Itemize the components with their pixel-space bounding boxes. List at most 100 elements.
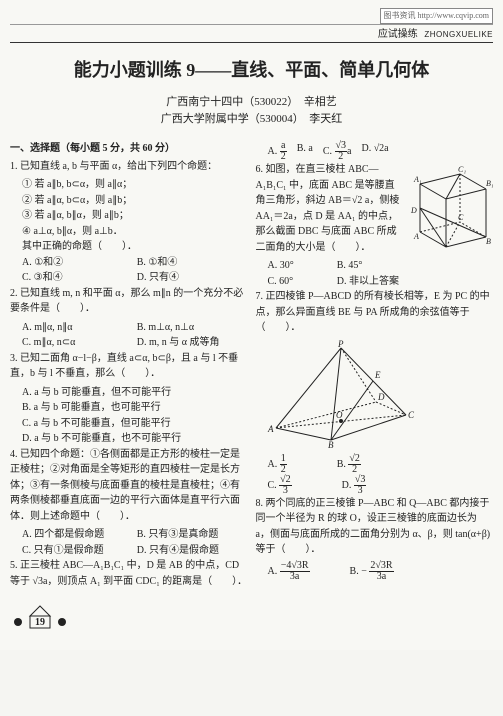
opt-label: D. xyxy=(342,479,354,490)
q7-opt-a: A. 12 xyxy=(268,454,287,475)
svg-text:A₁: A₁ xyxy=(413,175,422,184)
frac-d: 3 xyxy=(279,486,292,496)
opt-label: C. xyxy=(268,479,280,490)
q4-opt-b: B. 只有③是真命题 xyxy=(137,527,248,543)
svg-text:A: A xyxy=(267,424,274,434)
q2-opt-c: C. m∥α, n⊂α xyxy=(22,335,133,351)
q5-opt-a: A. a2 xyxy=(268,141,287,162)
svg-text:A: A xyxy=(413,232,419,241)
frac-n: 1 xyxy=(280,454,287,465)
q5-opt-c: C. √32a xyxy=(323,141,352,162)
q4-opt-c: C. 只有①是假命题 xyxy=(22,543,133,559)
q4-opt-a: A. 四个都是假命题 xyxy=(22,527,133,543)
q1-sub1: ① 若 a∥b, b⊂α，则 a∥α； xyxy=(10,177,248,193)
q7-options-2: C. √23 D. √33 xyxy=(256,475,494,496)
q3-opt-d: D. a 与 b 不可能垂直，也不可能平行 xyxy=(10,431,248,447)
q5-options: A. a2 B. a C. √32a D. √2a xyxy=(256,141,494,162)
q2-options: A. m∥α, n∥α B. m⊥α, n⊥α C. m∥α, n⊂α D. m… xyxy=(10,320,248,351)
author-line-2: 广西大学附属中学（530004） 李天红 xyxy=(10,111,493,128)
q7-options: A. 12 B. √22 xyxy=(256,454,494,475)
opt-label: A. xyxy=(268,458,280,469)
right-column: A. a2 B. a C. √32a D. √2a xyxy=(256,141,494,592)
svg-text:C: C xyxy=(408,410,415,420)
svg-text:E: E xyxy=(374,370,381,380)
left-column: 一、选择题（每小题 5 分，共 60 分） 1. 已知直线 a, b 与平面 α… xyxy=(10,141,248,592)
frac-d: 2 xyxy=(280,152,287,162)
opt-label: B. xyxy=(337,458,349,469)
q1-opt-a: A. ①和② xyxy=(22,255,133,271)
q3-opt-a: A. a 与 b 可能垂直，但不可能平行 xyxy=(10,385,248,401)
q1-sub2: ② 若 a∥α, b⊂α，则 a∥b； xyxy=(10,193,248,209)
svg-text:P: P xyxy=(337,340,344,349)
frac-d: 2 xyxy=(335,152,348,162)
question-3: 3. 已知二面角 α−l−β，直线 a⊂α, b⊂β，且 a 与 l 不垂直，b… xyxy=(10,351,248,382)
q8-opt-a: A. −4√3R3a xyxy=(268,561,310,582)
svg-text:B₁: B₁ xyxy=(486,179,493,188)
q8-opt-b: B. − 2√3R3a xyxy=(350,561,394,582)
frac-n: √2 xyxy=(279,475,292,486)
q2-opt-b: B. m⊥α, n⊥α xyxy=(137,320,248,336)
prism-icon: A₁ C₁ B₁ D A C B xyxy=(408,164,493,259)
svg-text:C₁: C₁ xyxy=(458,165,466,174)
question-1: 1. 已知直线 a, b 与平面 α，给出下列四个命题： xyxy=(10,159,248,175)
svg-text:D: D xyxy=(377,392,385,402)
svg-text:C: C xyxy=(458,213,464,222)
q6-options: A. 30° B. 45° C. 60° D. 非以上答案 xyxy=(256,258,403,289)
frac-d: 2 xyxy=(280,465,287,475)
q1-options: A. ①和② B. ①和④ C. ③和④ D. 只有④ xyxy=(10,255,248,286)
frac-n: √3 xyxy=(354,475,367,486)
q6-opt-c: C. 60° xyxy=(268,274,333,290)
page-title: 能力小题训练 9——直线、平面、简单几何体 xyxy=(10,57,493,84)
q5-opt-a-label: A. xyxy=(268,146,280,157)
q2-opt-d: D. m, n 与 α 成等角 xyxy=(137,335,248,351)
q1-sub3: ③ 若 a∥α, b∥α，则 a∥b； xyxy=(10,208,248,224)
question-7: 7. 正四棱锥 P—ABCD 的所有棱长相等，E 为 PC 的中点，那么异面直线… xyxy=(256,289,494,336)
svg-text:D: D xyxy=(410,206,417,215)
svg-text:B: B xyxy=(486,237,491,246)
watermark: 图书资讯 http://www.cqvip.com xyxy=(380,8,493,24)
q4-options: A. 四个都是假命题 B. 只有③是真命题 C. 只有①是假命题 D. 只有④是… xyxy=(10,527,248,558)
frac-d: 3a xyxy=(280,572,310,582)
frac-n: 2√3R xyxy=(369,561,393,572)
svg-text:B: B xyxy=(328,440,334,450)
page-number-icon: 19 xyxy=(10,604,70,630)
header-right: 应试操练 xyxy=(378,29,418,40)
q5-opt-c-tail: a xyxy=(347,146,351,157)
q5-opt-c-label: C. xyxy=(323,146,335,157)
q6-opt-a: A. 30° xyxy=(268,258,333,274)
frac-n: −4√3R xyxy=(280,561,310,572)
question-5: 5. 正三棱柱 ABC—A₁B₁C₁ 中，D 是 AB 的中点，CD 等于 √3… xyxy=(10,558,248,589)
page-footer: 19 xyxy=(10,604,493,630)
figure-prism: A₁ C₁ B₁ D A C B xyxy=(408,164,493,259)
q7-opt-b: B. √22 xyxy=(337,454,361,475)
q1-sub4: ④ a⊥α, b∥α，则 a⊥b． xyxy=(10,224,248,240)
columns: 一、选择题（每小题 5 分，共 60 分） 1. 已知直线 a, b 与平面 α… xyxy=(10,141,493,592)
q7-opt-d: D. √33 xyxy=(342,475,367,496)
page-number: 19 xyxy=(35,617,45,628)
q3-opt-b: B. a 与 b 可能垂直，也可能平行 xyxy=(10,400,248,416)
question-4: 4. 已知四个命题：①各侧面都是正方形的棱柱一定是正棱柱；②对角面是全等矩形的直… xyxy=(10,447,248,525)
frac-d: 2 xyxy=(348,465,361,475)
q5-opt-d: D. √2a xyxy=(361,141,388,162)
q6-opt-d: D. 非以上答案 xyxy=(337,274,402,290)
q6-opt-b: B. 45° xyxy=(337,258,402,274)
q1-opt-c: C. ③和④ xyxy=(22,270,133,286)
pyramid-icon: P E A B C D O xyxy=(256,340,426,450)
q4-opt-d: D. 只有④是假命题 xyxy=(137,543,248,559)
question-2: 2. 已知直线 m, n 和平面 α，那么 m∥n 的一个充分不必要条件是（ ）… xyxy=(10,286,248,317)
q7-opt-c: C. √23 xyxy=(268,475,292,496)
authors: 广西南宁十四中（530022） 辛相艺 广西大学附属中学（530004） 李天红 xyxy=(10,94,493,127)
opt-label: A. xyxy=(268,565,280,576)
figure-pyramid: P E A B C D O xyxy=(256,340,494,450)
q8-options: A. −4√3R3a B. − 2√3R3a xyxy=(256,561,494,582)
frac-n: √2 xyxy=(348,454,361,465)
header-sub: ZHONGXUELIKE xyxy=(424,30,493,39)
page: 图书资讯 http://www.cqvip.com 应试操练 ZHONGXUEL… xyxy=(0,0,503,650)
q1-opt-d: D. 只有④ xyxy=(137,270,248,286)
q5-opt-b: B. a xyxy=(297,141,313,162)
question-8: 8. 两个同底的正三棱锥 P—ABC 和 Q—ABC 都内接于同一个半径为 R … xyxy=(256,496,494,558)
author-line-1: 广西南宁十四中（530022） 辛相艺 xyxy=(10,94,493,111)
q1-stem: 其中正确的命题（ ）． xyxy=(10,239,248,255)
frac-d: 3 xyxy=(354,486,367,496)
svg-text:O: O xyxy=(336,410,343,420)
